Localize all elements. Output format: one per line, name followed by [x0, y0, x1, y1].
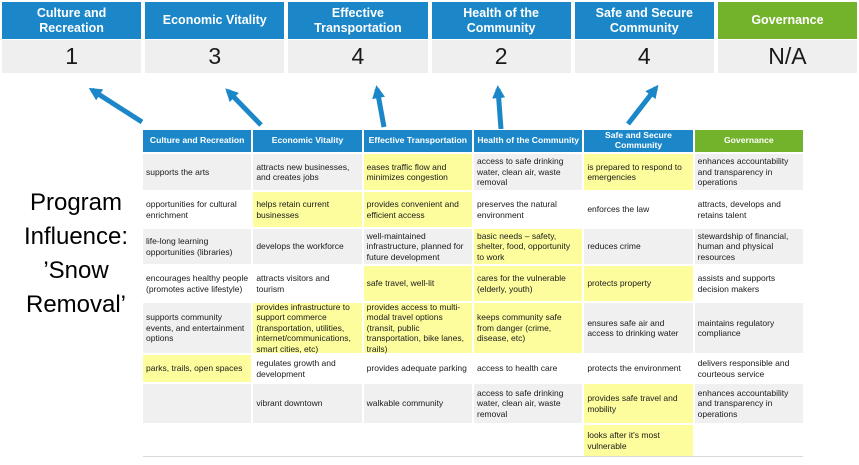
banner-priority-score: 4 [574, 40, 714, 73]
matrix-cell-r8c2 [253, 425, 362, 456]
matrix-cell-r1c6: enhances accountability and transparency… [694, 154, 803, 190]
banner-column-1: Culture and Recreation 1 [2, 2, 142, 73]
banner-priority-score: 3 [145, 40, 285, 73]
matrix-cell-r7c1 [143, 384, 252, 423]
matrix-cell-r1c5: is prepared to respond to emergencies [584, 154, 693, 190]
matrix-cell-r5c4: keeps community safe from danger (crime,… [474, 303, 583, 353]
matrix-cell-r6c4: access to health care [474, 355, 583, 382]
matrix-cell-r6c3: provides adequate parking [363, 355, 472, 382]
matrix-cell-r1c2: attracts new businesses, and creates job… [253, 154, 362, 190]
banner-priority-score: 4 [288, 40, 428, 73]
matrix-cell-r8c1 [143, 425, 252, 456]
arrows-layer [88, 84, 659, 130]
matrix-cell-r2c1: opportunities for cultural enrichment [143, 192, 252, 227]
banner-priority-label: Health of the Community [431, 2, 571, 39]
matrix-cell-r4c2: attracts visitors and tourism [253, 266, 362, 301]
matrix-header-5: Safe and Secure Community [584, 130, 693, 152]
matrix-cell-r2c3: provides convenient and efficient access [363, 192, 472, 227]
matrix-cell-r2c4: preserves the natural environment [474, 192, 583, 227]
matrix-cell-r1c3: eases traffic flow and minimizes congest… [363, 154, 472, 190]
banner-priority-label: Culture and Recreation [2, 2, 142, 39]
priority-banner: Culture and Recreation 1 Economic Vitality… [2, 2, 858, 73]
matrix-cell-r3c4: basic needs – safety, shelter, food, opp… [474, 229, 583, 264]
matrix-cell-r4c4: cares for the vulnerable (elderly, youth… [474, 266, 583, 301]
matrix-cell-r6c2: regulates growth and development [253, 355, 362, 382]
matrix-cell-r2c6: attracts, develops and retains talent [694, 192, 803, 227]
banner-priority-score: 1 [2, 40, 142, 73]
matrix-cell-r5c3: provides access to multi-modal travel op… [363, 302, 472, 354]
matrix-header-6: Governance [694, 130, 803, 152]
matrix-cell-r3c6: stewardship of financial, human and phys… [694, 229, 803, 264]
banner-column-2: Economic Vitality 3 [145, 2, 285, 73]
up-arrow-icon-health [492, 85, 506, 130]
banner-priority-label: Effective Transportation [288, 2, 428, 39]
matrix-cell-r3c5: reduces crime [584, 229, 693, 264]
matrix-cell-r6c6: delivers responsible and courteous servi… [694, 355, 803, 382]
up-arrow-icon-economic [225, 88, 263, 127]
matrix-cell-r2c2: helps retain current businesses [253, 192, 362, 227]
matrix-cell-r4c6: assists and supports decision makers [694, 266, 803, 301]
matrix-cell-r3c1: life-long learning opportunities (librar… [143, 229, 252, 264]
matrix-cell-r3c3: well-maintained infrastructure, planned … [363, 229, 472, 264]
banner-column-4: Health of the Community 2 [431, 2, 571, 73]
matrix-cell-r7c2: vibrant downtown [253, 384, 362, 423]
banner-column-3: Effective Transportation 4 [288, 2, 428, 73]
matrix-cell-r4c5: protects property [584, 266, 693, 301]
matrix-cell-r1c4: access to safe drinking water, clean air… [474, 154, 583, 190]
banner-column-5: Safe and Secure Community 4 [574, 2, 714, 73]
matrix-cell-r7c3: walkable community [363, 384, 472, 423]
matrix-cell-r5c6: maintains regulatory compliance [694, 303, 803, 353]
banner-priority-label: Safe and Secure Community [574, 2, 714, 39]
matrix-cell-r8c6 [694, 425, 803, 456]
matrix-cell-r6c5: protects the environment [584, 355, 693, 382]
up-arrow-icon-culture [88, 87, 144, 125]
matrix-header-4: Health of the Community [474, 130, 583, 152]
matrix-cell-r2c5: enforces the law [584, 192, 693, 227]
banner-priority-label: Governance [717, 2, 858, 39]
matrix-cell-r7c5: provides safe travel and mobility [584, 384, 693, 423]
program-influence-label: Program Influence: ’Snow Removal’ [23, 189, 129, 318]
matrix-cell-r7c6: enhances accountability and transparency… [694, 384, 803, 423]
matrix-header-2: Economic Vitality [253, 130, 362, 152]
banner-priority-score: N/A [717, 40, 858, 73]
matrix-cell-r4c1: encourages healthy people (promotes acti… [143, 266, 252, 301]
matrix-cell-r1c1: supports the arts [143, 154, 252, 190]
matrix-cell-r3c2: develops the workforce [253, 229, 362, 264]
banner-priority-label: Economic Vitality [145, 2, 285, 39]
banner-priority-score: 2 [431, 40, 571, 73]
matrix-cell-r8c5: looks after it's most vulnerable [584, 425, 693, 456]
matrix-header-1: Culture and Recreation [143, 130, 252, 152]
matrix-cell-r4c3: safe travel, well-lit [363, 266, 472, 301]
matrix-header-3: Effective Transportation [363, 130, 472, 152]
influence-matrix: Culture and Recreation Economic Vitality E… [143, 130, 803, 457]
matrix-cell-r6c1: parks, trails, open spaces [143, 355, 252, 382]
matrix-cell-r8c3 [363, 425, 472, 456]
up-arrow-icon-safe [626, 84, 659, 126]
matrix-cell-r5c2: provides infrastructure to support comme… [253, 302, 362, 354]
matrix-cell-r7c4: access to safe drinking water, clean air… [474, 384, 583, 423]
matrix-cell-r5c1: supports community events, and entertain… [143, 303, 252, 353]
matrix-cell-r5c5: ensures safe air and access to drinking … [584, 303, 693, 353]
up-arrow-icon-transportation [372, 85, 387, 128]
matrix-cell-r8c4 [474, 425, 583, 456]
banner-column-6: Governance N/A [717, 2, 858, 73]
